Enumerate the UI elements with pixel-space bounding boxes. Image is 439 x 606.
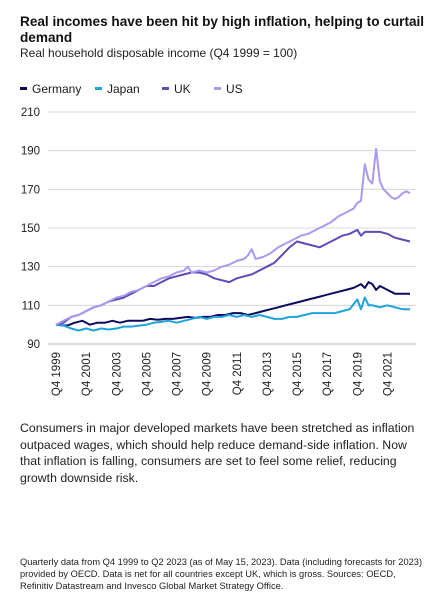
y-tick-label: 110 xyxy=(22,300,40,312)
x-axis: Q4 1999 Q4 2001 Q4 2003 Q4 2005 Q4 2007 Q4 20… xyxy=(51,352,394,396)
x-tick-label: Q4 2001 xyxy=(81,352,93,396)
series-line-japan xyxy=(55,296,410,332)
x-tick-label: Q4 2015 xyxy=(292,352,304,396)
legend-swatch-us xyxy=(214,87,221,91)
x-tick-label: Q4 2013 xyxy=(262,352,274,396)
chart-grid xyxy=(48,111,416,345)
legend-swatch-japan xyxy=(95,87,102,91)
x-tick-label: Q4 2005 xyxy=(141,352,153,396)
legend-swatch-germany xyxy=(20,87,27,91)
legend-label-germany: Germany xyxy=(32,82,82,96)
legend-item-japan: Japan xyxy=(95,82,140,96)
footnote-text: Quarterly data from Q4 1999 to Q2 2023 (… xyxy=(20,557,423,591)
chart-series xyxy=(55,147,411,332)
legend-item-us: US xyxy=(214,82,243,96)
x-tick-label: Q4 2017 xyxy=(322,352,334,396)
legend-label-us: US xyxy=(226,82,243,96)
y-tick-label: 90 xyxy=(27,339,40,351)
x-tick-label: Q4 2003 xyxy=(111,352,123,396)
y-tick-label: 210 xyxy=(21,107,40,119)
legend-label-japan: Japan xyxy=(107,82,140,96)
legend-item-uk: UK xyxy=(162,82,191,96)
series-line-germany xyxy=(55,281,410,327)
x-tick-label: Q4 2019 xyxy=(352,352,364,396)
x-tick-label: Q4 2021 xyxy=(382,352,394,396)
y-tick-label: 190 xyxy=(21,146,40,158)
y-tick-label: 170 xyxy=(21,184,40,196)
series-line-uk xyxy=(55,228,411,326)
chart-title: Real incomes have been hit by high infla… xyxy=(20,14,425,45)
y-tick-label: 150 xyxy=(21,223,40,235)
legend-item-germany: Germany xyxy=(20,82,81,96)
x-tick-label: Q4 1999 xyxy=(51,352,63,396)
commentary-text: Consumers in major developed markets hav… xyxy=(20,421,415,485)
legend-label-uk: UK xyxy=(174,82,191,96)
chart-subtitle: Real household disposable income (Q4 199… xyxy=(20,46,298,60)
legend-swatch-uk xyxy=(162,87,169,91)
y-tick-label: 130 xyxy=(21,262,40,274)
x-tick-label: Q4 2011 xyxy=(232,352,244,395)
series-line-us xyxy=(55,147,411,326)
line-chart: 90 110 130 150 170 190 210 Q4 1999 Q4 2001 Q4 20… xyxy=(21,107,416,396)
x-tick-label: Q4 2007 xyxy=(172,352,184,396)
y-axis: 90 110 130 150 170 190 210 xyxy=(21,107,40,351)
x-tick-label: Q4 2009 xyxy=(202,352,214,396)
